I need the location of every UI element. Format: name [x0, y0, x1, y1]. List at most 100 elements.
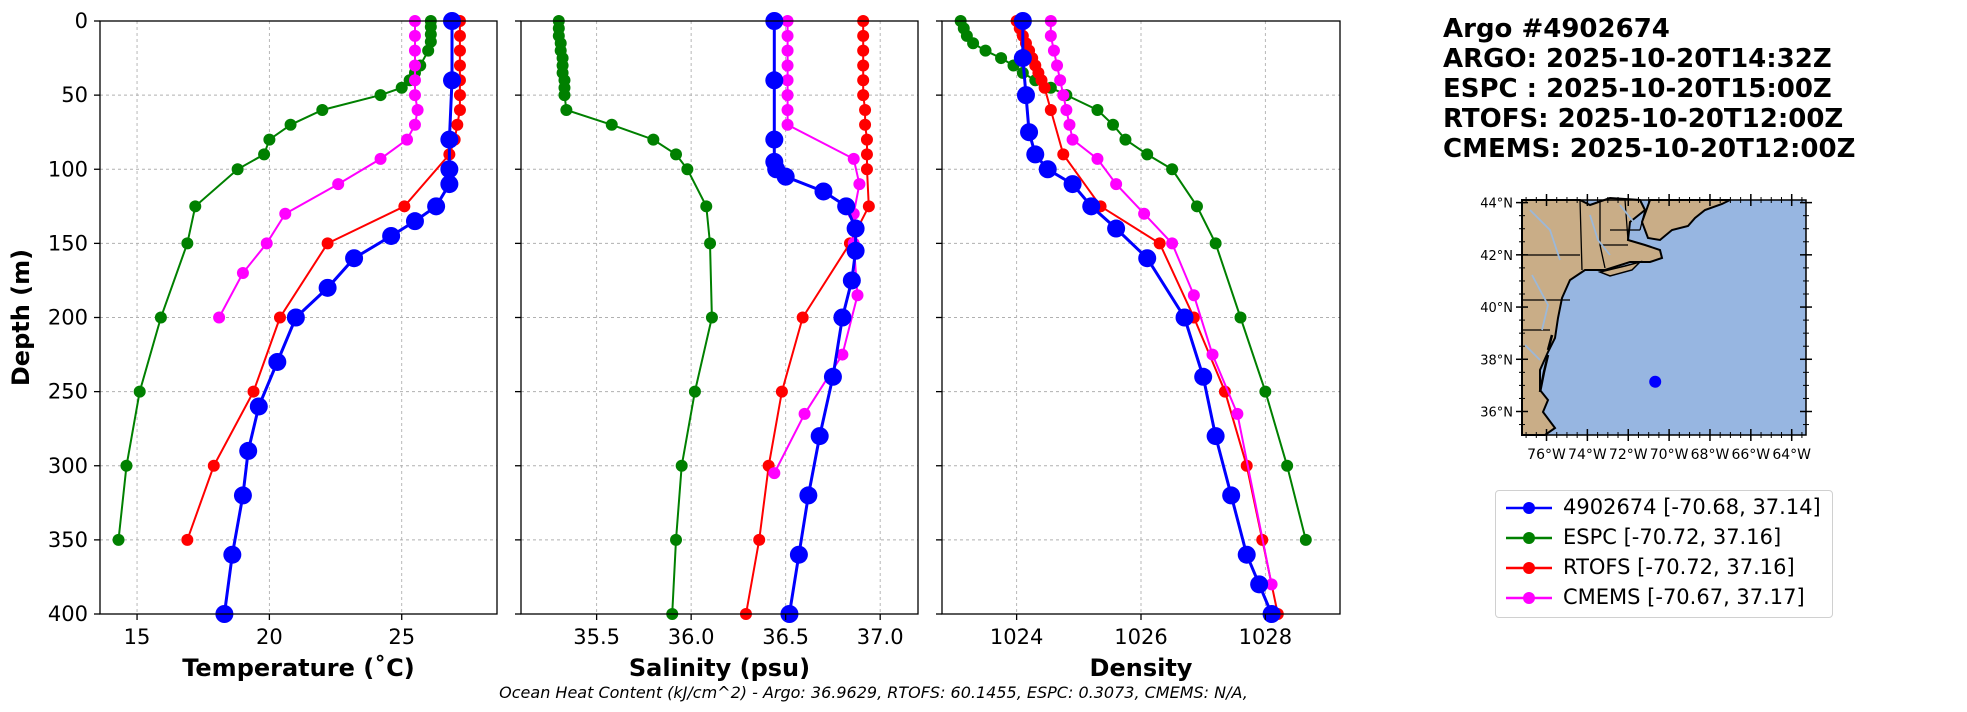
- data-point-argo: [286, 308, 305, 327]
- legend-marker-argo: [1506, 502, 1552, 514]
- data-point-rtofs: [273, 311, 286, 324]
- x-axis-label: Salinity (psu): [629, 654, 810, 682]
- map-state-borders: [1522, 199, 1646, 331]
- data-point-espc: [647, 133, 660, 146]
- data-point-cmems: [1054, 74, 1067, 87]
- legend-label-cmems: CMEMS [-70.67, 37.17]: [1563, 585, 1805, 609]
- data-point-rtofs: [207, 459, 220, 472]
- data-point-rtofs: [247, 385, 260, 398]
- data-point-cmems: [781, 29, 794, 42]
- data-point-espc: [1281, 459, 1294, 472]
- data-point-cmems: [768, 467, 781, 480]
- data-point-espc: [120, 459, 133, 472]
- legend-marker-cmems: [1506, 592, 1552, 604]
- series-espc: [954, 15, 1312, 546]
- data-point-argo: [1237, 545, 1256, 564]
- y-tick-label: 100: [48, 157, 88, 181]
- data-point-espc: [1166, 163, 1179, 176]
- ocean-heat-content-caption: Ocean Heat Content (kJ/cm^2) - Argo: 36.…: [499, 683, 1248, 702]
- data-point-cmems: [798, 407, 811, 420]
- data-point-cmems: [836, 348, 849, 361]
- data-point-espc: [704, 237, 717, 250]
- data-point-cmems: [1110, 178, 1123, 191]
- data-point-cmems: [401, 133, 414, 146]
- data-point-argo: [1038, 160, 1057, 179]
- data-point-espc: [133, 385, 146, 398]
- data-point-cmems: [260, 237, 273, 250]
- data-point-rtofs: [775, 385, 788, 398]
- data-point-cmems: [1066, 133, 1079, 146]
- data-point-rtofs: [1240, 459, 1253, 472]
- map-coastline: [1521, 196, 1664, 436]
- data-point-rtofs: [1038, 81, 1051, 94]
- data-point-argo: [1222, 486, 1241, 505]
- data-point-espc: [1234, 311, 1247, 324]
- x-axis-label: Temperature (˚C): [182, 654, 415, 682]
- data-point-espc: [1190, 200, 1203, 213]
- legend-entry-argo: 4902674 [-70.68, 37.14]: [1496, 493, 1832, 523]
- data-point-cmems: [781, 74, 794, 87]
- data-point-espc: [422, 44, 435, 57]
- data-point-cmems: [332, 178, 345, 191]
- data-point-rtofs: [860, 133, 873, 146]
- y-tick-label: 300: [48, 454, 88, 478]
- data-point-cmems: [408, 59, 421, 72]
- data-point-rtofs: [753, 533, 766, 546]
- map-lon-label: 68°W: [1691, 447, 1730, 463]
- series-rtofs: [739, 15, 875, 620]
- data-point-argo: [823, 367, 842, 386]
- map-ticks: 44°N 42°N 40°N 38°N 36°N 76°W 74°W 72°W 70°W 68°W…: [1480, 194, 1812, 463]
- data-point-cmems: [1063, 118, 1076, 131]
- data-point-rtofs: [857, 59, 870, 72]
- data-point-espc: [700, 200, 713, 213]
- data-point-argo: [382, 226, 401, 245]
- data-point-argo: [846, 219, 865, 238]
- data-point-cmems: [408, 74, 421, 87]
- series-cmems: [1044, 15, 1278, 591]
- y-tick-label: 50: [61, 83, 88, 107]
- map-land-secondary: [1640, 199, 1731, 242]
- data-point-cmems: [851, 289, 864, 302]
- data-point-argo: [1016, 86, 1035, 105]
- data-point-espc: [1259, 385, 1272, 398]
- x-tick-label: 1028: [1239, 625, 1292, 649]
- data-point-cmems: [781, 103, 794, 116]
- legend-entry-cmems: CMEMS [-70.67, 37.17]: [1496, 583, 1832, 613]
- y-tick-label: 400: [48, 602, 88, 626]
- data-point-espc: [705, 311, 718, 324]
- y-tick-label: 250: [48, 380, 88, 404]
- data-point-argo: [427, 197, 446, 216]
- data-point-cmems: [408, 118, 421, 131]
- map-lat-label: 36°N: [1480, 406, 1513, 421]
- data-point-espc: [284, 118, 297, 131]
- data-point-rtofs: [1044, 103, 1057, 116]
- data-point-espc: [670, 148, 683, 161]
- series-line-rtofs: [186, 21, 461, 541]
- data-point-argo: [440, 160, 459, 179]
- data-point-cmems: [1265, 578, 1278, 591]
- data-point-argo: [837, 197, 856, 216]
- data-point-cmems: [1047, 44, 1060, 57]
- data-point-rtofs: [860, 163, 873, 176]
- data-point-rtofs: [859, 103, 872, 116]
- map-lon-label: 64°W: [1772, 447, 1811, 463]
- map-lon-label: 72°W: [1609, 447, 1648, 463]
- y-tick-label: 0: [75, 9, 88, 33]
- data-point-cmems: [781, 44, 794, 57]
- data-point-espc: [967, 37, 980, 50]
- data-point-espc: [1091, 103, 1104, 116]
- map-rivers: [1524, 204, 1637, 361]
- data-point-espc: [979, 44, 992, 57]
- data-point-cmems: [781, 118, 794, 131]
- data-point-argo: [223, 545, 242, 564]
- data-point-argo: [249, 397, 268, 416]
- argo-timestamp: ARGO: 2025-10-20T14:32Z: [1443, 44, 1832, 74]
- map-float-marker-group: [1649, 375, 1662, 388]
- data-point-rtofs: [796, 311, 809, 324]
- data-point-espc: [374, 89, 387, 102]
- data-point-rtofs: [1057, 148, 1070, 161]
- data-point-argo: [1175, 308, 1194, 327]
- data-point-cmems: [1138, 207, 1151, 220]
- data-point-argo: [318, 278, 337, 297]
- data-point-argo: [1194, 367, 1213, 386]
